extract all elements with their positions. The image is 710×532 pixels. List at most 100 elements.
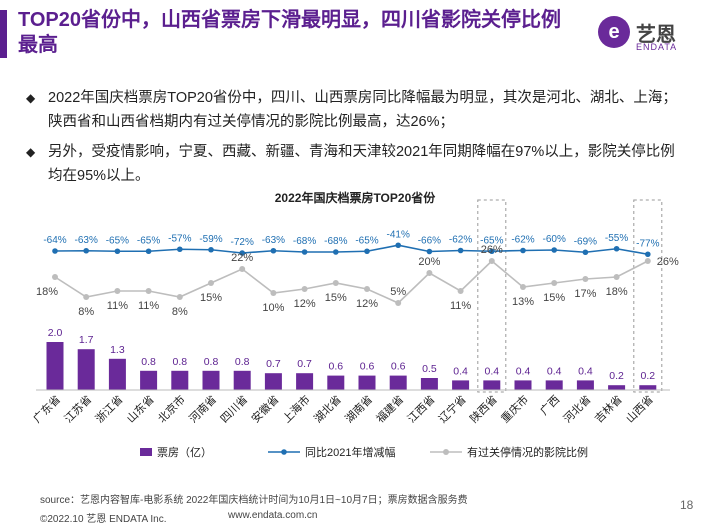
bar-value-label: 0.2 [640, 370, 655, 382]
bar-value-label: 0.4 [484, 365, 499, 377]
closed-ratio-label: 26% [657, 256, 679, 268]
yoy-point [645, 251, 651, 258]
closed-ratio-point [551, 280, 558, 286]
closed-ratio-label: 11% [138, 300, 159, 312]
yoy-point [145, 248, 152, 255]
box-office-bar [483, 380, 501, 390]
category-label: 湖南省 [343, 393, 376, 426]
yoy-label: -60% [543, 234, 566, 245]
yoy-label: -77% [636, 238, 659, 249]
yoy-label: -63% [75, 235, 98, 246]
yoy-label: -62% [511, 235, 534, 246]
closed-ratio-point [332, 280, 339, 286]
yoy-point [270, 247, 277, 254]
closed-ratio-label: 26% [481, 244, 503, 256]
closed-ratio-point [644, 258, 651, 264]
closed-ratio-point [613, 274, 620, 280]
closed-ratio-point [426, 270, 433, 276]
logo-subtext: ENDATA [636, 42, 678, 52]
page-number: 18 [680, 498, 694, 512]
closed-ratio-label: 12% [294, 298, 316, 310]
yoy-label: -57% [168, 233, 191, 244]
box-office-bar [452, 380, 470, 390]
box-office-bar [608, 385, 626, 390]
box-office-bar [389, 375, 407, 390]
bar-value-label: 0.2 [609, 370, 624, 382]
yoy-point [457, 247, 464, 254]
closed-ratio-label: 5% [390, 286, 406, 298]
category-label: 重庆市 [498, 392, 531, 425]
closed-ratio-point [208, 280, 214, 286]
yoy-point [177, 246, 183, 253]
legend-closed-label: 有过关停情况的影院比例 [467, 445, 588, 459]
closed-ratio-label: 15% [325, 292, 347, 304]
yoy-label: -65% [106, 235, 129, 246]
category-label: 安徽省 [248, 392, 281, 425]
yoy-point [83, 247, 89, 254]
category-label: 上海市 [279, 392, 312, 425]
box-office-bar [264, 373, 282, 390]
category-label: 湖北省 [311, 393, 344, 426]
closed-ratio-point [83, 294, 90, 300]
bar-value-label: 0.8 [235, 356, 250, 368]
bar-value-label: 2.0 [48, 327, 63, 339]
yoy-label: -65% [355, 235, 378, 246]
yoy-point [489, 248, 495, 255]
box-office-bar [77, 349, 95, 390]
bar-value-label: 0.4 [578, 365, 593, 377]
endata-logo: e 艺恩 ENDATA [598, 12, 698, 62]
yoy-point [520, 247, 526, 254]
bar-value-label: 0.4 [516, 365, 531, 377]
footer-source: source：艺恩内容智库-电影系统 2022年国庆档统计时间为10月1日~10… [40, 495, 468, 506]
closed-ratio-label: 22% [231, 252, 253, 264]
yoy-label: -62% [449, 235, 472, 246]
title-accent-bar [0, 10, 7, 58]
closed-ratio-label: 15% [543, 292, 565, 304]
yoy-point [333, 249, 339, 255]
yoy-point [301, 249, 308, 255]
category-label: 广西 [538, 393, 563, 418]
bar-value-label: 0.4 [547, 365, 562, 377]
box-office-bar [108, 358, 126, 390]
box-office-bar [327, 375, 345, 390]
closed-ratio-label: 20% [418, 256, 440, 268]
chart-title: 2022年国庆档票房TOP20省份 [275, 190, 436, 205]
closed-ratio-line [54, 259, 649, 304]
closed-ratio-point [176, 294, 183, 300]
footer-url: www.endata.com.cn [228, 510, 318, 521]
closed-ratio-point [239, 266, 246, 272]
yoy-line [54, 244, 648, 256]
closed-ratio-label: 15% [200, 292, 222, 304]
closed-ratio-label: 10% [262, 302, 284, 314]
yoy-point [426, 248, 433, 255]
category-label: 福建省 [373, 392, 406, 425]
yoy-point [208, 246, 214, 253]
closed-ratio-label: 8% [78, 306, 94, 318]
yoy-point [613, 245, 620, 252]
yoy-point [582, 249, 589, 256]
closed-ratio-point [145, 288, 152, 294]
box-office-bar [46, 342, 64, 390]
category-label: 河南省 [187, 393, 220, 426]
bullet-list: ◆ 2022年国庆档票房TOP20省份中，四川、山西票房同比降幅最为明显，其次是… [26, 86, 686, 194]
yoy-point [239, 250, 245, 256]
category-label: 山西省 [623, 393, 656, 426]
closed-ratio-label: 8% [172, 306, 188, 318]
bar-value-label: 0.4 [453, 365, 468, 377]
yoy-label: -63% [262, 235, 285, 246]
yoy-label: -72% [231, 237, 254, 248]
bar-value-label: 0.7 [297, 358, 312, 370]
highlight-box [477, 199, 507, 393]
closed-ratio-label: 13% [512, 296, 534, 308]
box-office-bar [545, 380, 563, 390]
closed-ratio-point [114, 288, 121, 294]
category-label: 山东省 [124, 393, 157, 426]
closed-ratio-point [364, 286, 370, 292]
box-office-bar [358, 375, 376, 390]
yoy-point [52, 248, 58, 254]
closed-ratio-point [395, 300, 402, 306]
closed-ratio-point [301, 286, 308, 292]
chart-container: 2022年国庆档票房TOP20省份 -64% -63% -65% -65% -57% -59… [0, 186, 710, 476]
legend-closed-marker [443, 449, 449, 455]
closed-ratio-point [520, 284, 526, 290]
